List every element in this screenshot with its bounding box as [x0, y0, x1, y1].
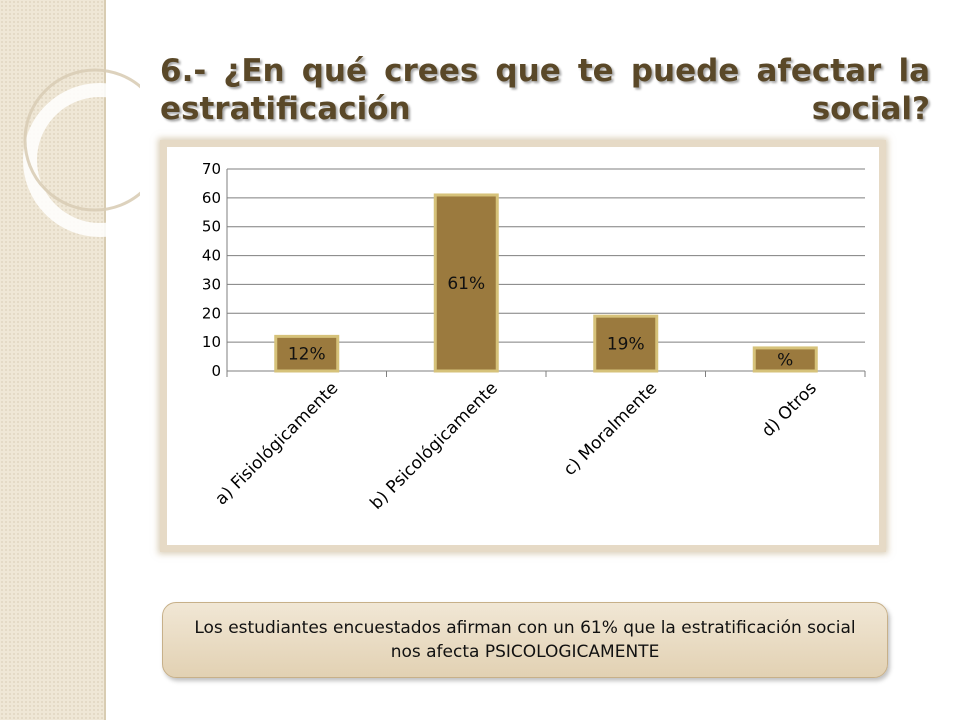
- data-label: 61%: [447, 274, 485, 294]
- slide-title: 6.- ¿En qué crees que te puede afectar l…: [160, 53, 930, 127]
- bar: [752, 346, 818, 373]
- decorative-circles: [23, 68, 140, 237]
- summary-box: Los estudiantes encuestados afirman con …: [162, 602, 888, 678]
- bar: [433, 193, 499, 373]
- category-label: a) Fisiológicamente: [211, 378, 342, 509]
- y-tick-label: 0: [211, 362, 221, 380]
- data-label: %: [777, 350, 793, 370]
- y-tick-label: 50: [202, 218, 221, 236]
- sidebar-texture: [0, 0, 104, 720]
- data-label: 19%: [607, 335, 645, 355]
- category-label: c) Moralmente: [560, 378, 661, 479]
- bar: [274, 334, 340, 373]
- bar-chart: 0 10 20 30 40 50 60 70 12% a) Fisiológicamente 61%…: [202, 160, 866, 514]
- data-label: 12%: [288, 345, 326, 365]
- y-tick-label: 20: [202, 304, 221, 322]
- y-tick-label: 10: [202, 333, 221, 351]
- category-label: d) Otros: [758, 378, 821, 441]
- y-tick-label: 70: [202, 160, 221, 178]
- bar: [593, 314, 659, 373]
- summary-text: Los estudiantes encuestados afirman con …: [194, 618, 856, 662]
- chart-frame: 0 10 20 30 40 50 60 70 12% a) Fisiológicamente 61%…: [160, 140, 886, 552]
- sidebar-edge: [104, 0, 106, 720]
- y-tick-label: 30: [202, 275, 221, 293]
- y-tick-label: 40: [202, 247, 221, 265]
- category-label: b) Psicológicamente: [366, 378, 501, 513]
- y-tick-label: 60: [202, 189, 221, 207]
